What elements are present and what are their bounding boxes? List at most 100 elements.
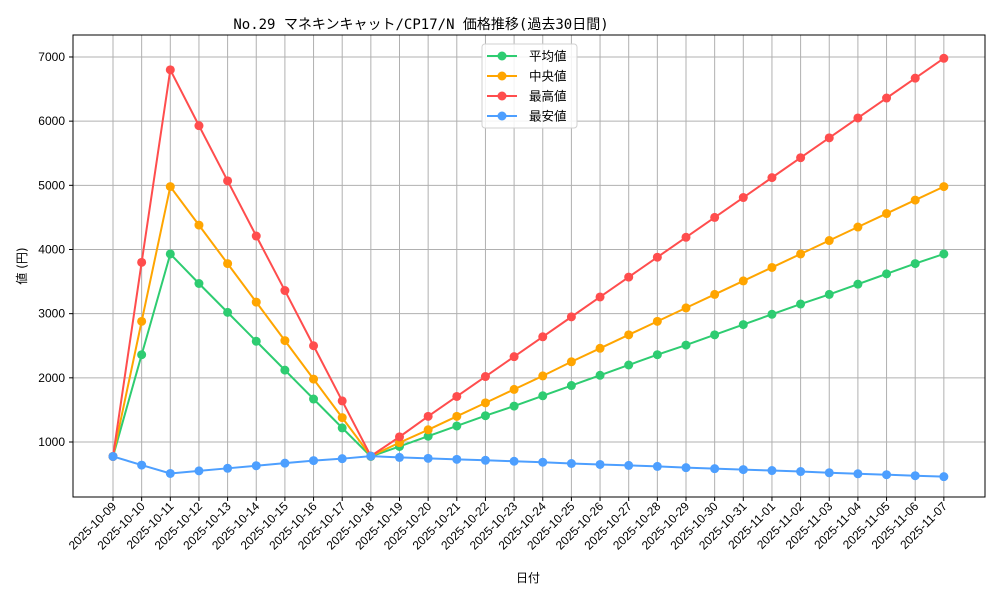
data-point [796, 249, 806, 259]
x-axis-label: 日付 [516, 571, 540, 585]
data-point [882, 93, 892, 103]
legend-label: 中央値 [529, 69, 567, 84]
data-point [767, 173, 777, 183]
series-layer [108, 53, 949, 482]
data-point [738, 465, 748, 475]
data-point [251, 461, 261, 471]
data-point [165, 468, 175, 478]
data-point [165, 249, 175, 259]
data-point [280, 336, 290, 346]
data-point [223, 463, 233, 473]
legend-item: 最高値 [487, 89, 567, 104]
data-point [566, 357, 576, 367]
data-point [452, 391, 462, 401]
data-point [337, 413, 347, 423]
data-point [423, 431, 433, 441]
data-point [137, 460, 147, 470]
legend-marker-icon [497, 71, 507, 81]
data-point [566, 381, 576, 391]
data-point [395, 452, 404, 462]
data-point [595, 292, 605, 302]
y-tick-label: 4000 [38, 242, 65, 256]
data-point [652, 350, 662, 360]
data-point [824, 133, 834, 143]
data-point [538, 457, 548, 467]
data-point [480, 372, 490, 382]
data-point [223, 259, 233, 269]
data-point [624, 460, 634, 470]
data-point [853, 279, 863, 289]
data-point [509, 384, 519, 394]
data-point [137, 350, 147, 360]
data-point [194, 220, 204, 230]
data-point [423, 453, 433, 463]
y-tick-label: 2000 [38, 371, 65, 385]
data-point [509, 352, 519, 362]
data-point [910, 471, 920, 481]
data-point [423, 411, 433, 421]
data-point [767, 309, 777, 319]
data-point [624, 360, 634, 370]
data-point [910, 195, 920, 205]
legend-item: 平均値 [487, 49, 567, 64]
grid-lines [73, 35, 985, 497]
data-point [165, 182, 175, 192]
data-point [452, 411, 462, 421]
data-point [223, 176, 233, 186]
data-point [595, 370, 605, 380]
data-point [165, 65, 175, 75]
data-point [710, 464, 720, 474]
chart-title: No.29 マネキンキャット/CP17/N 価格推移(過去30日間) [233, 17, 608, 33]
legend-item: 中央値 [487, 69, 567, 84]
data-point [337, 423, 347, 433]
legend-label: 最高値 [529, 89, 567, 104]
y-tick-label: 5000 [38, 178, 65, 192]
series-line [112, 184, 945, 458]
data-point [280, 458, 290, 468]
series-0 [108, 249, 949, 461]
data-point [480, 411, 490, 421]
data-point [939, 53, 949, 63]
data-point [366, 451, 376, 461]
y-tick-label: 6000 [38, 114, 65, 128]
data-point [223, 307, 233, 317]
data-point [337, 396, 347, 406]
data-point [796, 467, 806, 477]
legend-item: 最安値 [487, 109, 567, 124]
data-point [853, 222, 863, 232]
data-point [910, 259, 920, 269]
data-point [652, 461, 662, 471]
legend-marker-icon [497, 111, 507, 121]
data-point [194, 279, 204, 289]
data-point [509, 401, 519, 411]
y-tick-label: 3000 [38, 307, 65, 321]
data-point [767, 466, 777, 476]
legend-marker-icon [497, 91, 507, 101]
legend-box [481, 43, 578, 129]
legend-marker-icon [497, 51, 507, 61]
series-3 [108, 451, 949, 482]
legend-label: 最安値 [529, 109, 567, 124]
data-point [681, 303, 691, 313]
data-point [251, 297, 261, 307]
data-point [452, 421, 462, 431]
data-point [108, 451, 118, 461]
data-point [681, 232, 691, 242]
data-point [538, 371, 548, 381]
data-point [251, 231, 261, 241]
data-point [882, 209, 892, 219]
data-point [939, 182, 949, 192]
data-point [566, 312, 576, 322]
data-point [853, 469, 863, 479]
data-point [738, 193, 748, 203]
data-point [681, 463, 691, 473]
data-point [566, 458, 576, 468]
data-point [824, 236, 834, 246]
data-point [309, 341, 319, 351]
data-point [738, 276, 748, 286]
y-tick-label: 1000 [38, 435, 65, 449]
data-point [652, 252, 662, 262]
data-point [853, 113, 863, 123]
series-line [112, 455, 944, 478]
y-tick-label: 7000 [38, 50, 65, 64]
